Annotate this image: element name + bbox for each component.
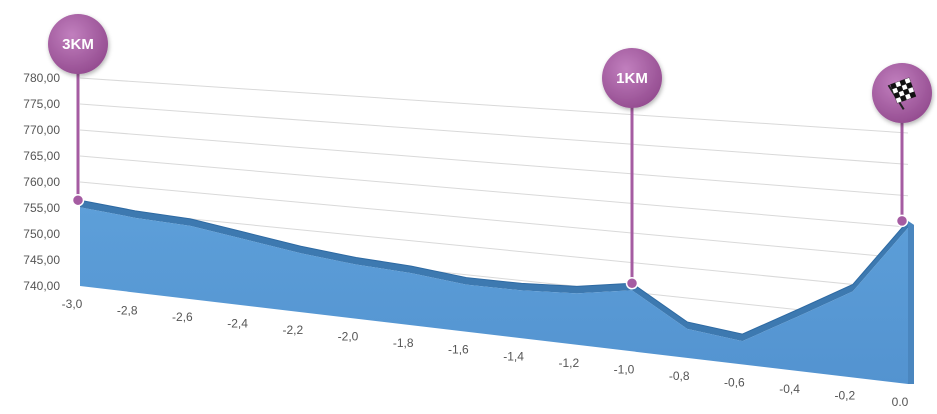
x-tick-label: -0,2	[834, 388, 855, 402]
marker-3km: 3KM	[48, 14, 108, 207]
marker-dot	[625, 277, 639, 290]
marker-finish	[872, 63, 932, 228]
grid-line	[79, 155, 909, 228]
marker-1km: 1KM	[602, 48, 662, 290]
y-tick-label: 765,00	[23, 149, 60, 163]
x-tick-label: 0.0	[892, 395, 909, 409]
y-tick-label: 780,00	[23, 71, 60, 85]
grid-line	[79, 103, 909, 165]
grid-line	[79, 181, 909, 259]
marker-label: 3KM	[62, 36, 94, 53]
x-tick-label: -1,2	[558, 356, 579, 370]
x-tick-label: -1,8	[393, 336, 414, 350]
y-tick-label: 770,00	[23, 123, 60, 137]
x-tick-label: -3,0	[62, 297, 83, 311]
x-tick-label: -2,8	[117, 304, 138, 318]
x-tick-label: -2,6	[172, 310, 193, 324]
x-tick-label: -0,8	[669, 369, 690, 383]
marker-bubble	[602, 48, 662, 108]
area-line	[79, 199, 909, 335]
y-tick-label: 775,00	[23, 97, 60, 111]
y-tick-label: 755,00	[23, 201, 60, 215]
y-tick-label: 750,00	[23, 227, 60, 241]
x-tick-label: -2,0	[338, 330, 359, 344]
x-tick-label: -0,6	[724, 375, 745, 389]
grid-line	[79, 129, 909, 197]
flag-square	[909, 91, 917, 99]
marker-dot	[895, 214, 909, 228]
x-tick-label: -2,4	[227, 317, 248, 331]
marker-bubble	[48, 14, 108, 74]
x-tick-label: -1,6	[448, 343, 469, 357]
grid-line	[79, 207, 909, 291]
y-tick-label: 760,00	[23, 175, 60, 189]
area-face	[80, 207, 908, 384]
markers: 3KM 1KM	[48, 14, 932, 290]
x-tick-label: -1,4	[503, 349, 524, 363]
x-tick-label: -1,0	[614, 362, 635, 376]
x-axis-ticks: -3,0 -2,8 -2,6 -2,4 -2,2 -2,0 -1,8 -1,6 -1,4 -1,2…	[62, 297, 909, 409]
x-tick-label: -2,2	[282, 323, 303, 337]
marker-dot	[71, 193, 85, 207]
elevation-area	[79, 199, 914, 384]
y-tick-label: 745,00	[23, 253, 60, 267]
x-tick-label: -0,4	[779, 382, 800, 396]
checkered-flag-icon	[887, 77, 917, 110]
y-tick-label: 740,00	[23, 279, 60, 293]
marker-label: 1KM	[616, 70, 648, 87]
y-axis-ticks: 740,00 745,00 750,00 755,00 760,00 765,00 770,…	[23, 71, 60, 293]
area-side	[908, 220, 914, 384]
grid-line	[79, 77, 909, 134]
